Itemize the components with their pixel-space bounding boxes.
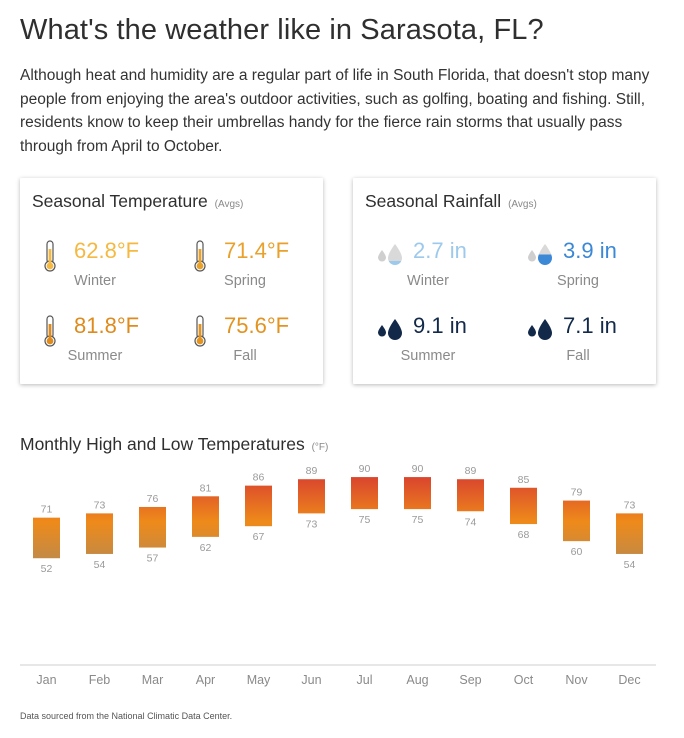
low-temp-label: 75 <box>359 514 371 526</box>
high-temp-label: 73 <box>94 499 106 511</box>
temperature-range-bar-oct <box>510 487 537 525</box>
low-temp-label: 68 <box>518 529 530 541</box>
season-value: 62.8°F <box>74 238 140 263</box>
month-tick-label: Mar <box>142 673 164 687</box>
temperature-range-bar-apr <box>192 496 219 537</box>
month-tick-label: Apr <box>196 673 215 687</box>
thermometer-icon <box>44 240 56 272</box>
season-stat-summer: 9.1 in Summer <box>353 313 503 373</box>
season-label: Summer <box>67 348 123 364</box>
month-tick-label: Jul <box>357 673 373 687</box>
high-temp-label: 89 <box>465 465 477 477</box>
high-temp-label: 90 <box>359 463 371 475</box>
thermometer-icon <box>194 315 206 347</box>
thermometer-icon <box>44 315 56 347</box>
month-tick-label: Nov <box>565 673 588 687</box>
month-tick-label: Aug <box>406 673 428 687</box>
season-value: 71.4°F <box>224 238 290 263</box>
season-label: Summer <box>400 348 456 364</box>
season-stat-winter: 2.7 in Winter <box>353 238 503 298</box>
data-source-note: Data sourced from the National Climatic … <box>20 711 233 721</box>
temperature-range-bar-jun <box>298 479 325 514</box>
low-temp-label: 67 <box>253 531 265 543</box>
low-temp-label: 54 <box>624 559 636 571</box>
month-tick-label: Jan <box>36 673 56 687</box>
season-value: 9.1 in <box>413 313 467 338</box>
season-label: Winter <box>74 273 116 289</box>
high-temp-label: 85 <box>518 474 530 486</box>
season-value: 7.1 in <box>563 313 617 338</box>
raindrops-icon <box>378 319 402 340</box>
card-title-avgs: (Avgs) <box>214 199 244 210</box>
season-stat-fall: 7.1 in Fall <box>503 313 653 373</box>
temperature-range-bar-may <box>245 485 272 527</box>
card-title-text: Seasonal Rainfall <box>365 191 502 211</box>
low-temp-label: 52 <box>41 563 53 575</box>
season-label: Winter <box>407 273 449 289</box>
high-temp-label: 81 <box>200 482 212 494</box>
season-stat-fall: 75.6°F Fall <box>170 313 320 373</box>
temperature-range-bar-sep <box>457 479 484 512</box>
season-label: Spring <box>224 273 266 289</box>
temperature-range-bar-jul <box>351 477 378 510</box>
seasonal-rainfall-card: Seasonal Rainfall (Avgs) 2.7 in Winter 3.9… <box>353 178 656 384</box>
high-temp-label: 79 <box>571 487 583 499</box>
raindrops-icon <box>378 244 402 265</box>
high-temp-label: 89 <box>306 465 318 477</box>
temperature-range-bar-jan <box>33 517 60 559</box>
month-tick-label: Dec <box>618 673 640 687</box>
season-label: Fall <box>566 348 590 364</box>
low-temp-label: 57 <box>147 553 159 565</box>
low-temp-label: 75 <box>412 514 424 526</box>
low-temp-label: 60 <box>571 546 583 558</box>
intro-paragraph: Although heat and humidity are a regular… <box>20 67 650 155</box>
high-temp-label: 90 <box>412 463 424 475</box>
season-stat-spring: 3.9 in Spring <box>503 238 653 298</box>
season-stat-winter: 62.8°F Winter <box>20 238 170 298</box>
season-value: 75.6°F <box>224 313 290 338</box>
temperature-range-bar-mar <box>139 506 166 548</box>
temperature-range-bar-aug <box>404 477 431 510</box>
card-title-text: Seasonal Temperature <box>32 191 208 211</box>
card-title: Seasonal Rainfall (Avgs) <box>365 191 537 212</box>
chart-title: Monthly High and Low Temperatures (°F) <box>20 434 328 455</box>
temperature-range-bar-feb <box>86 513 113 554</box>
card-title-avgs: (Avgs) <box>508 199 537 210</box>
month-tick-label: May <box>247 673 271 687</box>
season-stat-summer: 81.8°F Summer <box>20 313 170 373</box>
low-temp-label: 73 <box>306 518 318 530</box>
low-temp-label: 74 <box>465 516 477 528</box>
high-temp-label: 76 <box>147 493 159 505</box>
low-temp-label: 54 <box>94 559 106 571</box>
season-label: Spring <box>557 273 599 289</box>
season-value: 81.8°F <box>74 313 140 338</box>
raindrops-icon <box>528 244 552 265</box>
season-label: Fall <box>233 348 257 364</box>
seasonal-temperature-card: Seasonal Temperature (Avgs) 62.8°F Winter… <box>20 178 323 384</box>
month-tick-label: Sep <box>459 673 481 687</box>
season-value: 2.7 in <box>413 238 467 263</box>
monthly-temperature-chart: 71 52 Jan 73 54 Feb 76 57 Mar 81 62 Apr 86 67 May 89 73 J… <box>20 463 656 687</box>
month-tick-label: Oct <box>514 673 534 687</box>
chart-unit: (°F) <box>311 442 329 453</box>
season-value: 3.9 in <box>563 238 617 263</box>
chart-title-text: Monthly High and Low Temperatures <box>20 434 305 454</box>
month-tick-label: Jun <box>301 673 321 687</box>
thermometer-icon <box>194 240 206 272</box>
low-temp-label: 62 <box>200 542 212 554</box>
temperature-range-bar-nov <box>563 500 590 542</box>
high-temp-label: 73 <box>624 499 636 511</box>
season-stat-spring: 71.4°F Spring <box>170 238 320 298</box>
high-temp-label: 71 <box>41 504 53 516</box>
temperature-range-bar-dec <box>616 513 643 554</box>
page-title: What's the weather like in Sarasota, FL? <box>20 14 544 46</box>
raindrops-icon <box>528 319 552 340</box>
high-temp-label: 86 <box>253 472 265 484</box>
month-tick-label: Feb <box>89 673 111 687</box>
card-title: Seasonal Temperature (Avgs) <box>32 191 243 212</box>
